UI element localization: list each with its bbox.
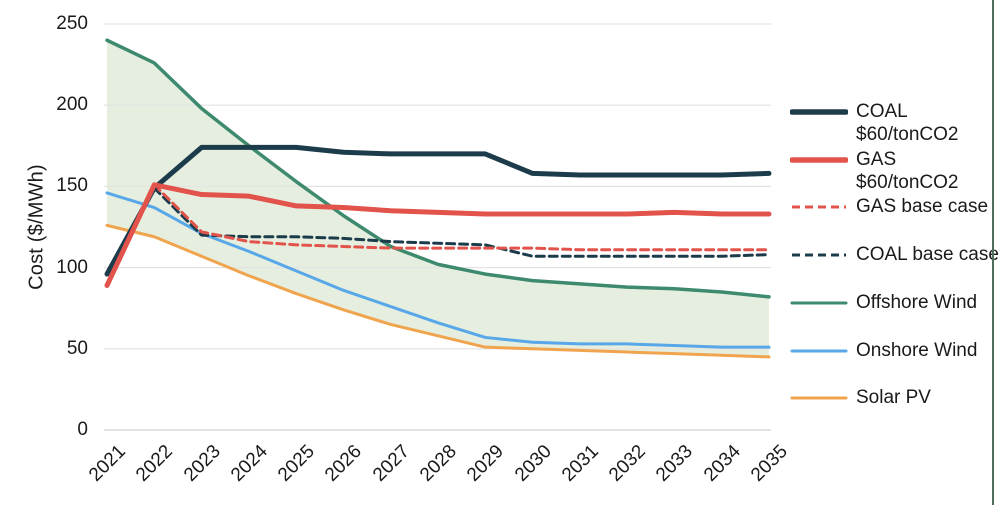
y-tick-label-50: 50	[66, 337, 88, 359]
y-tick-label-0: 0	[77, 419, 88, 440]
area-fill-offshore-to-solar	[107, 40, 769, 357]
series-line-solar-pv	[105, 223, 771, 359]
series-line-onshore-wind	[105, 191, 771, 349]
series-line-gas-60-tonco2	[104, 182, 772, 288]
y-tick-label-200: 200	[56, 94, 88, 116]
series-line-offshore-wind	[105, 38, 771, 299]
series-line-gas-base-case	[152, 183, 771, 252]
y-tick-label-100: 100	[56, 256, 88, 278]
y-tick-label-250: 250	[56, 13, 88, 34]
right-edge-border-line	[992, 0, 994, 505]
series-line-coal-60-tonco2	[104, 144, 772, 277]
series-line-coal-base-case	[152, 186, 771, 258]
y-tick-label-150: 150	[56, 175, 88, 197]
